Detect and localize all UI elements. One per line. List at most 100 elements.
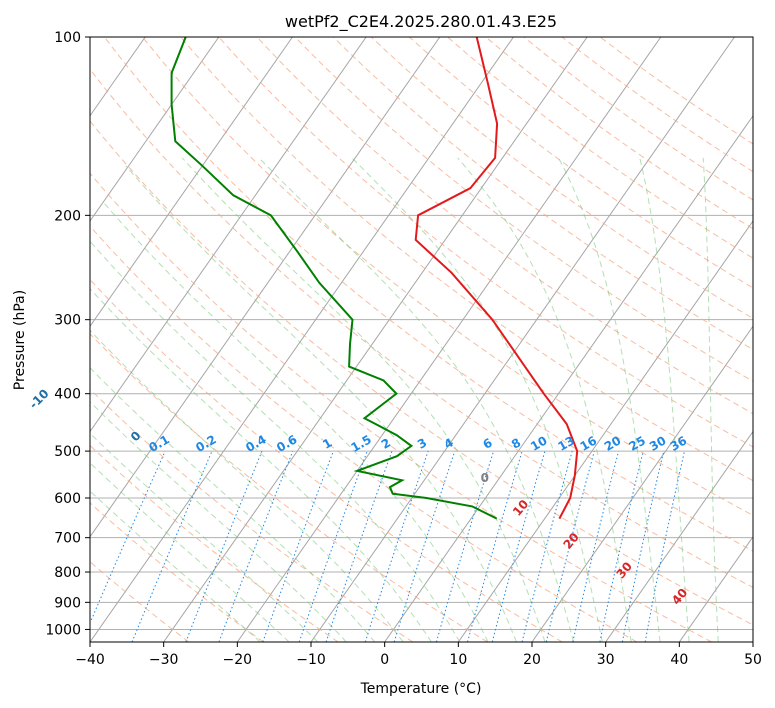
dry-adiabat-label: 0 [128, 428, 144, 444]
dry-adiabat [561, 37, 753, 173]
mixing-ratio-line [521, 450, 573, 642]
y-tick-label: 100 [54, 30, 81, 46]
temperature-profile-line [414, 37, 579, 520]
x-tick-label: −30 [149, 652, 179, 668]
x-tick-label: 50 [744, 652, 762, 668]
dewpoint-profile-line [170, 37, 498, 520]
dry-adiabat [485, 37, 753, 230]
y-tick-label: 1000 [45, 622, 81, 638]
mixing-ratio-line [131, 450, 213, 642]
mixing-ratio-line [467, 450, 523, 642]
chart-title: wetPf2_C2E4.2025.280.01.43.E25 [285, 12, 557, 32]
moist-adiabat [90, 288, 432, 642]
mixing-ratio-label: 1 [320, 435, 334, 451]
moist-adiabat [90, 240, 461, 642]
dry-adiabat [90, 120, 753, 626]
isotherm-50 [752, 641, 753, 642]
mixing-ratio-line [262, 450, 334, 642]
dry-adiabat [90, 502, 264, 642]
x-axis-label: Temperature (°C) [360, 681, 482, 697]
isotherm--40 [90, 37, 514, 642]
dry-adiabat [409, 37, 753, 289]
x-tick-label: 10 [449, 652, 467, 668]
mixing-ratio-label: 0.2 [193, 432, 218, 455]
moist-adiabat [90, 462, 290, 642]
moist-adiabat [457, 157, 632, 642]
x-tick-label: 30 [597, 652, 615, 668]
mixing-ratio-line [393, 450, 456, 642]
y-tick-label: 500 [54, 444, 81, 460]
dry-adiabat [90, 278, 563, 642]
mixing-ratio-line [621, 450, 665, 642]
x-tick-label: 0 [380, 652, 389, 668]
dry-adiabat [180, 37, 753, 482]
dry-adiabat [104, 37, 753, 552]
dry-adiabat [447, 37, 753, 259]
mixing-ratio-line [572, 450, 620, 642]
moist-adiabat [558, 157, 661, 642]
moist-adiabat [639, 157, 690, 642]
isotherm-30 [605, 430, 753, 642]
isotherm-10 [457, 220, 753, 642]
isotherm--80 [90, 37, 220, 222]
mixing-ratio-label: 2 [379, 435, 393, 451]
isotherm--100 [0, 37, 72, 642]
mixing-ratio-label: 8 [509, 435, 523, 451]
x-tick-label: −20 [223, 652, 253, 668]
isotherm--50 [90, 37, 441, 538]
mixing-ratio-line [185, 450, 263, 642]
isotherm--10 [310, 37, 735, 642]
y-axis-label: Pressure (hPa) [12, 290, 28, 390]
moist-adiabat-label: 40 [669, 586, 690, 608]
moist-adiabat [258, 157, 575, 642]
isotherm-0 [384, 114, 753, 642]
y-tick-label: 400 [54, 387, 81, 403]
moist-adiabat [90, 367, 376, 642]
y-tick-label: 900 [54, 595, 81, 611]
x-tick-label: −40 [75, 652, 105, 668]
x-tick-label: 40 [670, 652, 688, 668]
x-tick-label: 20 [523, 652, 541, 668]
dry-adiabat-label: -10 [26, 386, 51, 411]
y-tick-label: 300 [54, 313, 81, 329]
dry-adiabat [90, 333, 488, 642]
axis-ticks: −40 −30 −20 −10 0 10 20 30 40 5010020030040050060… [45, 30, 762, 668]
isotherm--30 [163, 37, 588, 642]
line-labels: 0.10.20.40.611.52346810131620253036-100-… [26, 386, 690, 608]
moist-adiabat [102, 201, 489, 642]
dry-adiabat [599, 37, 753, 145]
mixing-ratio-label: 3 [415, 435, 429, 451]
dry-adiabat [294, 37, 753, 382]
mixing-ratio-line [298, 450, 368, 642]
y-tick-label: 800 [54, 565, 81, 581]
dry-adiabat [256, 37, 753, 415]
moist-adiabat-label: 20 [560, 530, 581, 552]
y-tick-label: 600 [54, 491, 81, 507]
isotherm-20 [531, 325, 753, 642]
plot-frame [89, 36, 754, 643]
moist-adiabat [702, 157, 719, 642]
mixing-ratio-line [364, 450, 429, 642]
isotherm--20 [236, 37, 662, 642]
mixing-ratio-line [545, 450, 595, 642]
moist-adiabat [90, 432, 319, 642]
moist-adiabat [90, 401, 347, 642]
dry-adiabat [90, 444, 339, 642]
dry-adiabat [523, 37, 753, 201]
mixing-ratio-line [90, 450, 166, 625]
moist-adiabat-label: 10 [510, 497, 531, 519]
profile-lines [170, 37, 579, 520]
zero-marker-label: 0 [481, 471, 489, 485]
mixing-ratio-label: 0.4 [243, 432, 268, 455]
isotherm-40 [678, 535, 753, 642]
dry-adiabat [90, 561, 190, 642]
mixing-ratio-label: 0.1 [146, 432, 171, 455]
background-lines [0, 37, 753, 642]
moist-adiabat [90, 490, 261, 642]
dry-adiabat [90, 172, 712, 642]
dry-adiabat [142, 37, 753, 516]
y-tick-label: 700 [54, 531, 81, 547]
dry-adiabat [90, 225, 638, 642]
